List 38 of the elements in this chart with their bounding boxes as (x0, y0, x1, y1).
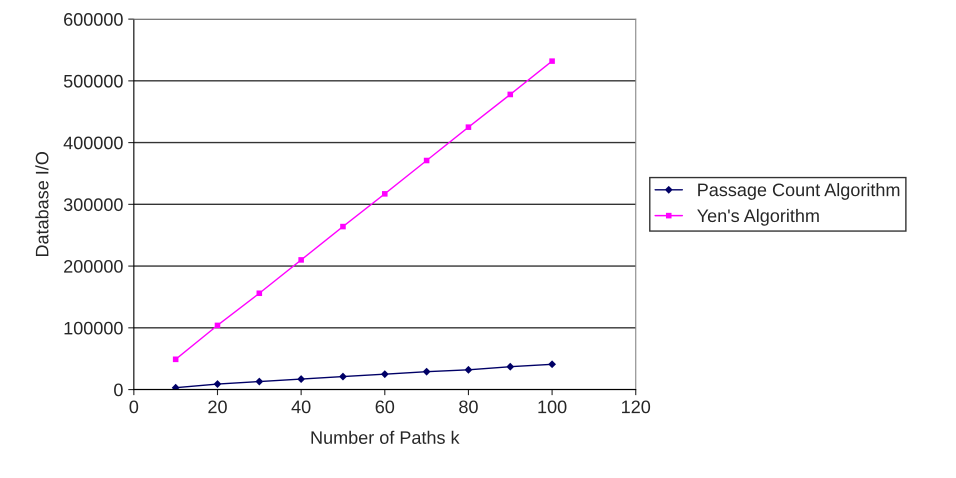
point (548, 360, 556, 368)
y-tick-label: 200000 (64, 260, 123, 273)
point (464, 366, 472, 374)
x-tick-label: 0 (130, 400, 138, 414)
point (506, 362, 514, 371)
y-tick-label: 600000 (64, 13, 123, 26)
legend-label: Yen's Algorithm (697, 208, 819, 226)
point (214, 380, 222, 388)
x-axis-title: Number of Paths k (312, 430, 460, 444)
x-tick-label: 20 (208, 400, 227, 414)
point (172, 356, 178, 362)
point (549, 58, 555, 64)
point (256, 290, 262, 296)
x-tick-label: 120 (622, 400, 650, 414)
y-tick-label: 400000 (64, 136, 123, 150)
point (382, 191, 388, 197)
point (340, 224, 346, 230)
y-tick-label: 500000 (64, 74, 123, 88)
point (172, 384, 180, 390)
y-axis-title: Database I/O (35, 152, 48, 256)
point (214, 322, 220, 328)
point (380, 370, 389, 378)
x-tick-label: 80 (459, 400, 478, 414)
y-tick-label: 0 (114, 384, 123, 396)
point (424, 158, 430, 164)
legend-label: Passage Count Algorithm (698, 183, 900, 200)
point (339, 372, 347, 381)
point (297, 375, 306, 383)
x-tick-label: 40 (292, 400, 310, 414)
point (422, 368, 431, 376)
point (255, 378, 264, 386)
point (298, 257, 304, 263)
y-tick-label: 300000 (64, 198, 123, 212)
y-tick-label: 100000 (64, 322, 123, 335)
point (466, 124, 472, 130)
x-tick-label: 100 (538, 400, 566, 414)
x-tick-label: 60 (376, 400, 394, 414)
point (507, 92, 514, 98)
